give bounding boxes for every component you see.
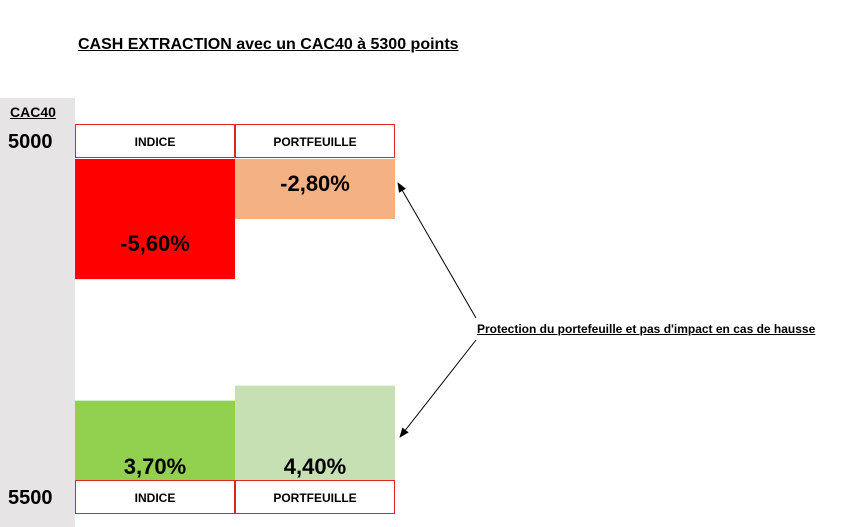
page-title: CASH EXTRACTION avec un CAC40 à 5300 poi… — [78, 36, 459, 53]
axis-name: CAC40 — [10, 104, 56, 120]
axis-top-value: 5000 — [8, 131, 53, 153]
header-top-portefeuille: PORTFEUILLE — [235, 124, 395, 158]
header-bottom-indice: INDICE — [75, 480, 235, 514]
axis-bottom-value: 5500 — [8, 487, 53, 509]
arrow-down — [399, 339, 477, 438]
header-top-indice: INDICE — [75, 124, 235, 158]
bar-5500-indice — [75, 400, 235, 480]
bar-5000-portefeuille — [235, 159, 395, 220]
header-bottom-portefeuille: PORTFEUILLE — [235, 480, 395, 514]
label-5000-indice: -5,60% — [120, 231, 190, 256]
bar-5500-portefeuille — [235, 385, 395, 480]
cac40-side-panel — [0, 98, 75, 527]
label-5500-indice: 3,70% — [124, 454, 186, 479]
bar-5000-indice — [75, 159, 235, 280]
label-5500-portefeuille: 4,40% — [284, 454, 346, 479]
label-5000-portefeuille: -2,80% — [280, 171, 350, 196]
arrow-up — [397, 182, 477, 319]
annotation-text: Protection du portefeuille et pas d'impa… — [477, 322, 816, 336]
